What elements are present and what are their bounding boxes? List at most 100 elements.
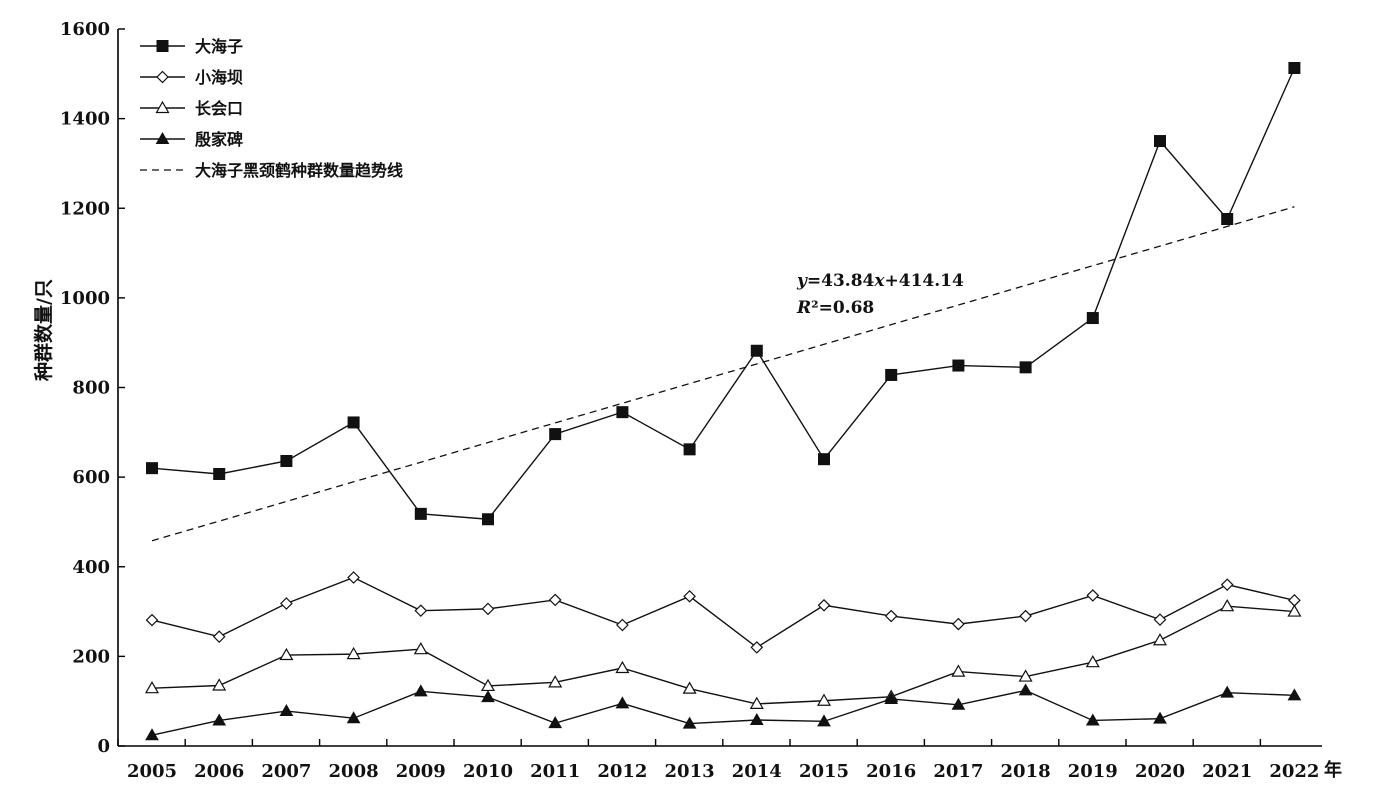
data-point — [145, 613, 159, 627]
y-tick-label: 1600 — [60, 19, 110, 40]
x-tick-label: 2010 — [463, 761, 513, 782]
data-point — [951, 664, 966, 677]
data-point — [817, 598, 831, 612]
data-point — [146, 462, 158, 475]
series-line — [151, 67, 1296, 520]
data-point — [1220, 685, 1235, 698]
data-point — [549, 428, 562, 441]
legend-item: 殷家碑 — [140, 130, 243, 149]
series-line — [151, 605, 1295, 705]
legend-marker — [156, 40, 169, 52]
data-point — [750, 344, 763, 357]
series-1 — [146, 61, 1301, 526]
data-point — [481, 690, 495, 703]
legend-label: 大海子黑颈鹤种群数量趋势线 — [195, 161, 403, 180]
data-point — [212, 678, 227, 691]
data-point — [481, 602, 495, 616]
data-point — [1153, 711, 1167, 724]
data-point — [750, 641, 764, 654]
series-4 — [145, 683, 1302, 741]
data-point — [413, 684, 428, 697]
data-point — [1018, 683, 1033, 696]
data-point — [1287, 688, 1302, 701]
x-tick-label: 2018 — [1001, 761, 1051, 782]
x-tick-label: 2017 — [933, 761, 983, 782]
data-point — [952, 359, 965, 372]
x-tick-label: 2005 — [127, 761, 177, 782]
x-tick-label: 2015 — [799, 761, 849, 782]
data-point — [347, 571, 360, 584]
data-point — [548, 593, 562, 607]
y-tick-label: 400 — [72, 557, 110, 578]
x-tick-label: 2020 — [1135, 761, 1185, 782]
y-axis-ticks: 0 200 400 600 800 1000 1200 1400 1600 — [60, 19, 125, 757]
data-point — [145, 728, 159, 741]
data-point — [413, 641, 428, 655]
data-point — [1154, 135, 1166, 148]
series-line — [151, 689, 1295, 736]
legend-item: 长会口 — [140, 99, 243, 118]
data-point — [280, 454, 293, 467]
data-point — [144, 680, 160, 694]
data-point — [346, 711, 361, 724]
x-tick-label: 2014 — [732, 761, 782, 782]
x-tick-label: 2008 — [329, 761, 379, 782]
data-point — [1085, 654, 1100, 668]
legend-label: 殷家碑 — [195, 130, 243, 149]
data-point — [884, 691, 899, 704]
y-axis-title: 种群数量/只 — [32, 279, 55, 382]
x-tick-label: 2007 — [261, 761, 311, 782]
axes — [117, 29, 1322, 747]
legend-marker — [156, 70, 169, 84]
data-point — [347, 416, 360, 429]
data-point — [1085, 713, 1100, 726]
trend-r-squared: R²=0.68 — [796, 298, 874, 318]
data-point — [414, 507, 427, 520]
data-point — [279, 647, 294, 661]
data-point — [616, 406, 629, 419]
data-point — [1152, 633, 1168, 646]
data-point — [1086, 589, 1100, 602]
data-point — [1019, 609, 1032, 623]
legend-marker — [155, 100, 170, 114]
y-tick-label: 600 — [72, 467, 110, 488]
data-point — [683, 443, 696, 456]
y-tick-label: 200 — [72, 646, 110, 667]
data-point — [683, 589, 696, 603]
data-point — [1221, 213, 1234, 226]
data-point — [1153, 613, 1167, 626]
y-tick-label: 1200 — [60, 198, 110, 219]
x-tick-label: 2019 — [1068, 761, 1118, 782]
data-point — [749, 696, 764, 709]
legend-item: 大海子 — [140, 37, 243, 56]
data-point — [749, 713, 764, 726]
data-point — [817, 714, 831, 727]
series-3 — [144, 598, 1302, 709]
trendline — [151, 206, 1295, 542]
data-point — [1220, 598, 1235, 612]
series-2 — [145, 571, 1301, 654]
trend-annotation: y=43.84x+414.14 R²=0.68 — [796, 271, 964, 318]
x-tick-label: 2021 — [1202, 761, 1252, 782]
data-point — [1220, 578, 1234, 592]
data-point — [1288, 61, 1301, 74]
data-point — [212, 713, 227, 726]
x-tick-label: 2013 — [665, 761, 715, 782]
series-layer — [144, 61, 1302, 741]
data-point — [482, 513, 494, 526]
data-point — [1019, 361, 1032, 374]
legend-label: 小海坝 — [195, 68, 243, 87]
legend-marker — [155, 131, 170, 144]
data-point — [682, 681, 697, 694]
legend-label: 大海子 — [195, 37, 243, 56]
y-tick-label: 0 — [97, 736, 110, 757]
x-tick-label: 2012 — [597, 761, 647, 782]
trend-equation: y=43.84x+414.14 — [796, 271, 964, 291]
y-tick-label: 1000 — [60, 288, 110, 309]
legend-item-trend: 大海子黑颈鹤种群数量趋势线 — [140, 161, 403, 180]
data-point — [1288, 594, 1301, 607]
y-tick-label: 800 — [72, 378, 110, 399]
data-point — [1086, 312, 1099, 325]
data-point — [818, 453, 830, 466]
